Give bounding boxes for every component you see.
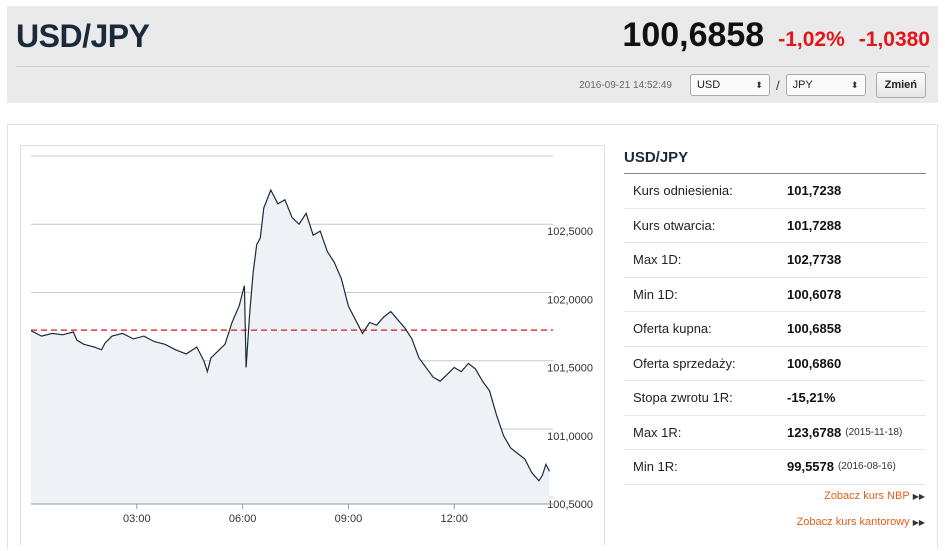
select-arrows-icon: ⬍ [755, 79, 763, 90]
series-line [30, 188, 551, 482]
y-tick-label: 102,5000 [547, 226, 593, 238]
to-currency-select[interactable]: JPY ⬍ [785, 74, 866, 96]
change-percent: -1,02% [778, 28, 845, 51]
details-row-label: Max 1D: [633, 252, 682, 268]
nbp-rate-link-label: Zobacz kurs NBP [824, 490, 910, 502]
swap-button[interactable]: Zmień [875, 72, 926, 98]
exchange-office-rate-link[interactable]: Zobacz kurs kantorowy ▶▶ [797, 516, 925, 528]
details-title: USD/JPY [624, 145, 926, 174]
details-row-value: 100,6860 [787, 355, 842, 371]
details-row-value: 100,6078 [787, 286, 842, 302]
quote-header: USD/JPY 100,6858 -1,02% -1,0380 2016-09-… [7, 6, 938, 103]
details-row-label: Kurs otwarcia: [633, 217, 716, 233]
timestamp: 2016-09-21 14:52:49 [579, 79, 672, 91]
details-row: Max 1D: 102,7738 [624, 243, 926, 278]
double-triangle-right-icon: ▶▶ [912, 492, 925, 501]
x-tick-label: 03:00 [123, 513, 151, 525]
quote-details: USD/JPY Kurs odniesienia: 101,7238 Kurs ot… [624, 145, 926, 485]
details-row-label: Oferta kupna: [633, 321, 712, 337]
details-row: Min 1D: 100,6078 [624, 278, 926, 312]
content-panel [7, 124, 938, 549]
details-row-label: Kurs odniesienia: [633, 183, 733, 199]
header-divider [16, 66, 929, 67]
y-tick-label: 101,0000 [547, 431, 593, 443]
series-area [31, 190, 550, 504]
y-tick-label: 101,5000 [547, 363, 593, 375]
nbp-rate-link[interactable]: Zobacz kurs NBP ▶▶ [824, 490, 925, 502]
x-tick-label: 09:00 [335, 513, 363, 525]
double-triangle-right-icon: ▶▶ [912, 518, 925, 527]
details-row-label: Min 1R: [633, 459, 678, 475]
details-row-value: 101,7238 [787, 183, 842, 199]
details-row: Min 1R: 99,5578 (2016-08-16) [624, 450, 926, 485]
to-currency-value: JPY [792, 79, 813, 91]
details-row: Kurs odniesienia: 101,7238 [624, 174, 926, 209]
from-currency-value: USD [696, 79, 721, 91]
details-row: Stopa zwrotu 1R: -15,21% [624, 381, 926, 416]
details-row-label: Stopa zwrotu 1R: [633, 390, 733, 406]
currency-separator: / [775, 77, 780, 93]
intraday-chart: 102,5000 102,0000 101,5000 101,0000 100,5000… [20, 145, 605, 545]
details-row: Kurs otwarcia: 101,7288 [624, 209, 926, 243]
exchange-office-rate-link-label: Zobacz kurs kantorowy [796, 516, 910, 528]
from-currency-select[interactable]: USD ⬍ [689, 74, 770, 96]
details-row-date: (2016-08-16) [838, 461, 896, 473]
details-row-value: 123,6788 [787, 424, 842, 440]
y-tick-label: 102,0000 [547, 294, 593, 306]
details-row-label: Min 1D: [633, 286, 678, 302]
select-arrows-icon: ⬍ [851, 79, 859, 90]
details-row-date: (2015-11-18) [845, 426, 903, 438]
details-row-value: -15,21% [787, 390, 836, 406]
x-tick-label: 12:00 [440, 513, 468, 525]
rate-summary: 100,6858 -1,02% -1,0380 [622, 16, 930, 55]
currency-controls: 2016-09-21 14:52:49 USD ⬍ / JPY ⬍ Zmień [579, 72, 926, 98]
details-row-value: 102,7738 [787, 252, 842, 268]
details-table: Kurs odniesienia: 101,7238 Kurs otwarcia: 1… [624, 174, 926, 485]
x-tick-label: 06:00 [229, 513, 257, 525]
y-tick-label: 100,5000 [547, 499, 593, 511]
details-row: Oferta kupna: 100,6858 [624, 312, 926, 347]
details-row-value: 100,6858 [787, 321, 842, 337]
change-absolute: -1,0380 [858, 28, 930, 51]
chart-svg: 102,5000 102,0000 101,5000 101,0000 100,5000… [30, 155, 593, 525]
details-row-label: Oferta sprzedaży: [633, 355, 736, 371]
details-row: Max 1R: 123,6788 (2015-11-18) [624, 416, 926, 450]
details-row: Oferta sprzedaży: 100,6860 [624, 347, 926, 381]
current-rate: 100,6858 [622, 16, 765, 54]
page-title: USD/JPY [16, 18, 150, 54]
details-row-label: Max 1R: [633, 424, 682, 440]
details-row-value: 101,7288 [787, 217, 842, 233]
details-row-value: 99,5578 [787, 459, 834, 475]
